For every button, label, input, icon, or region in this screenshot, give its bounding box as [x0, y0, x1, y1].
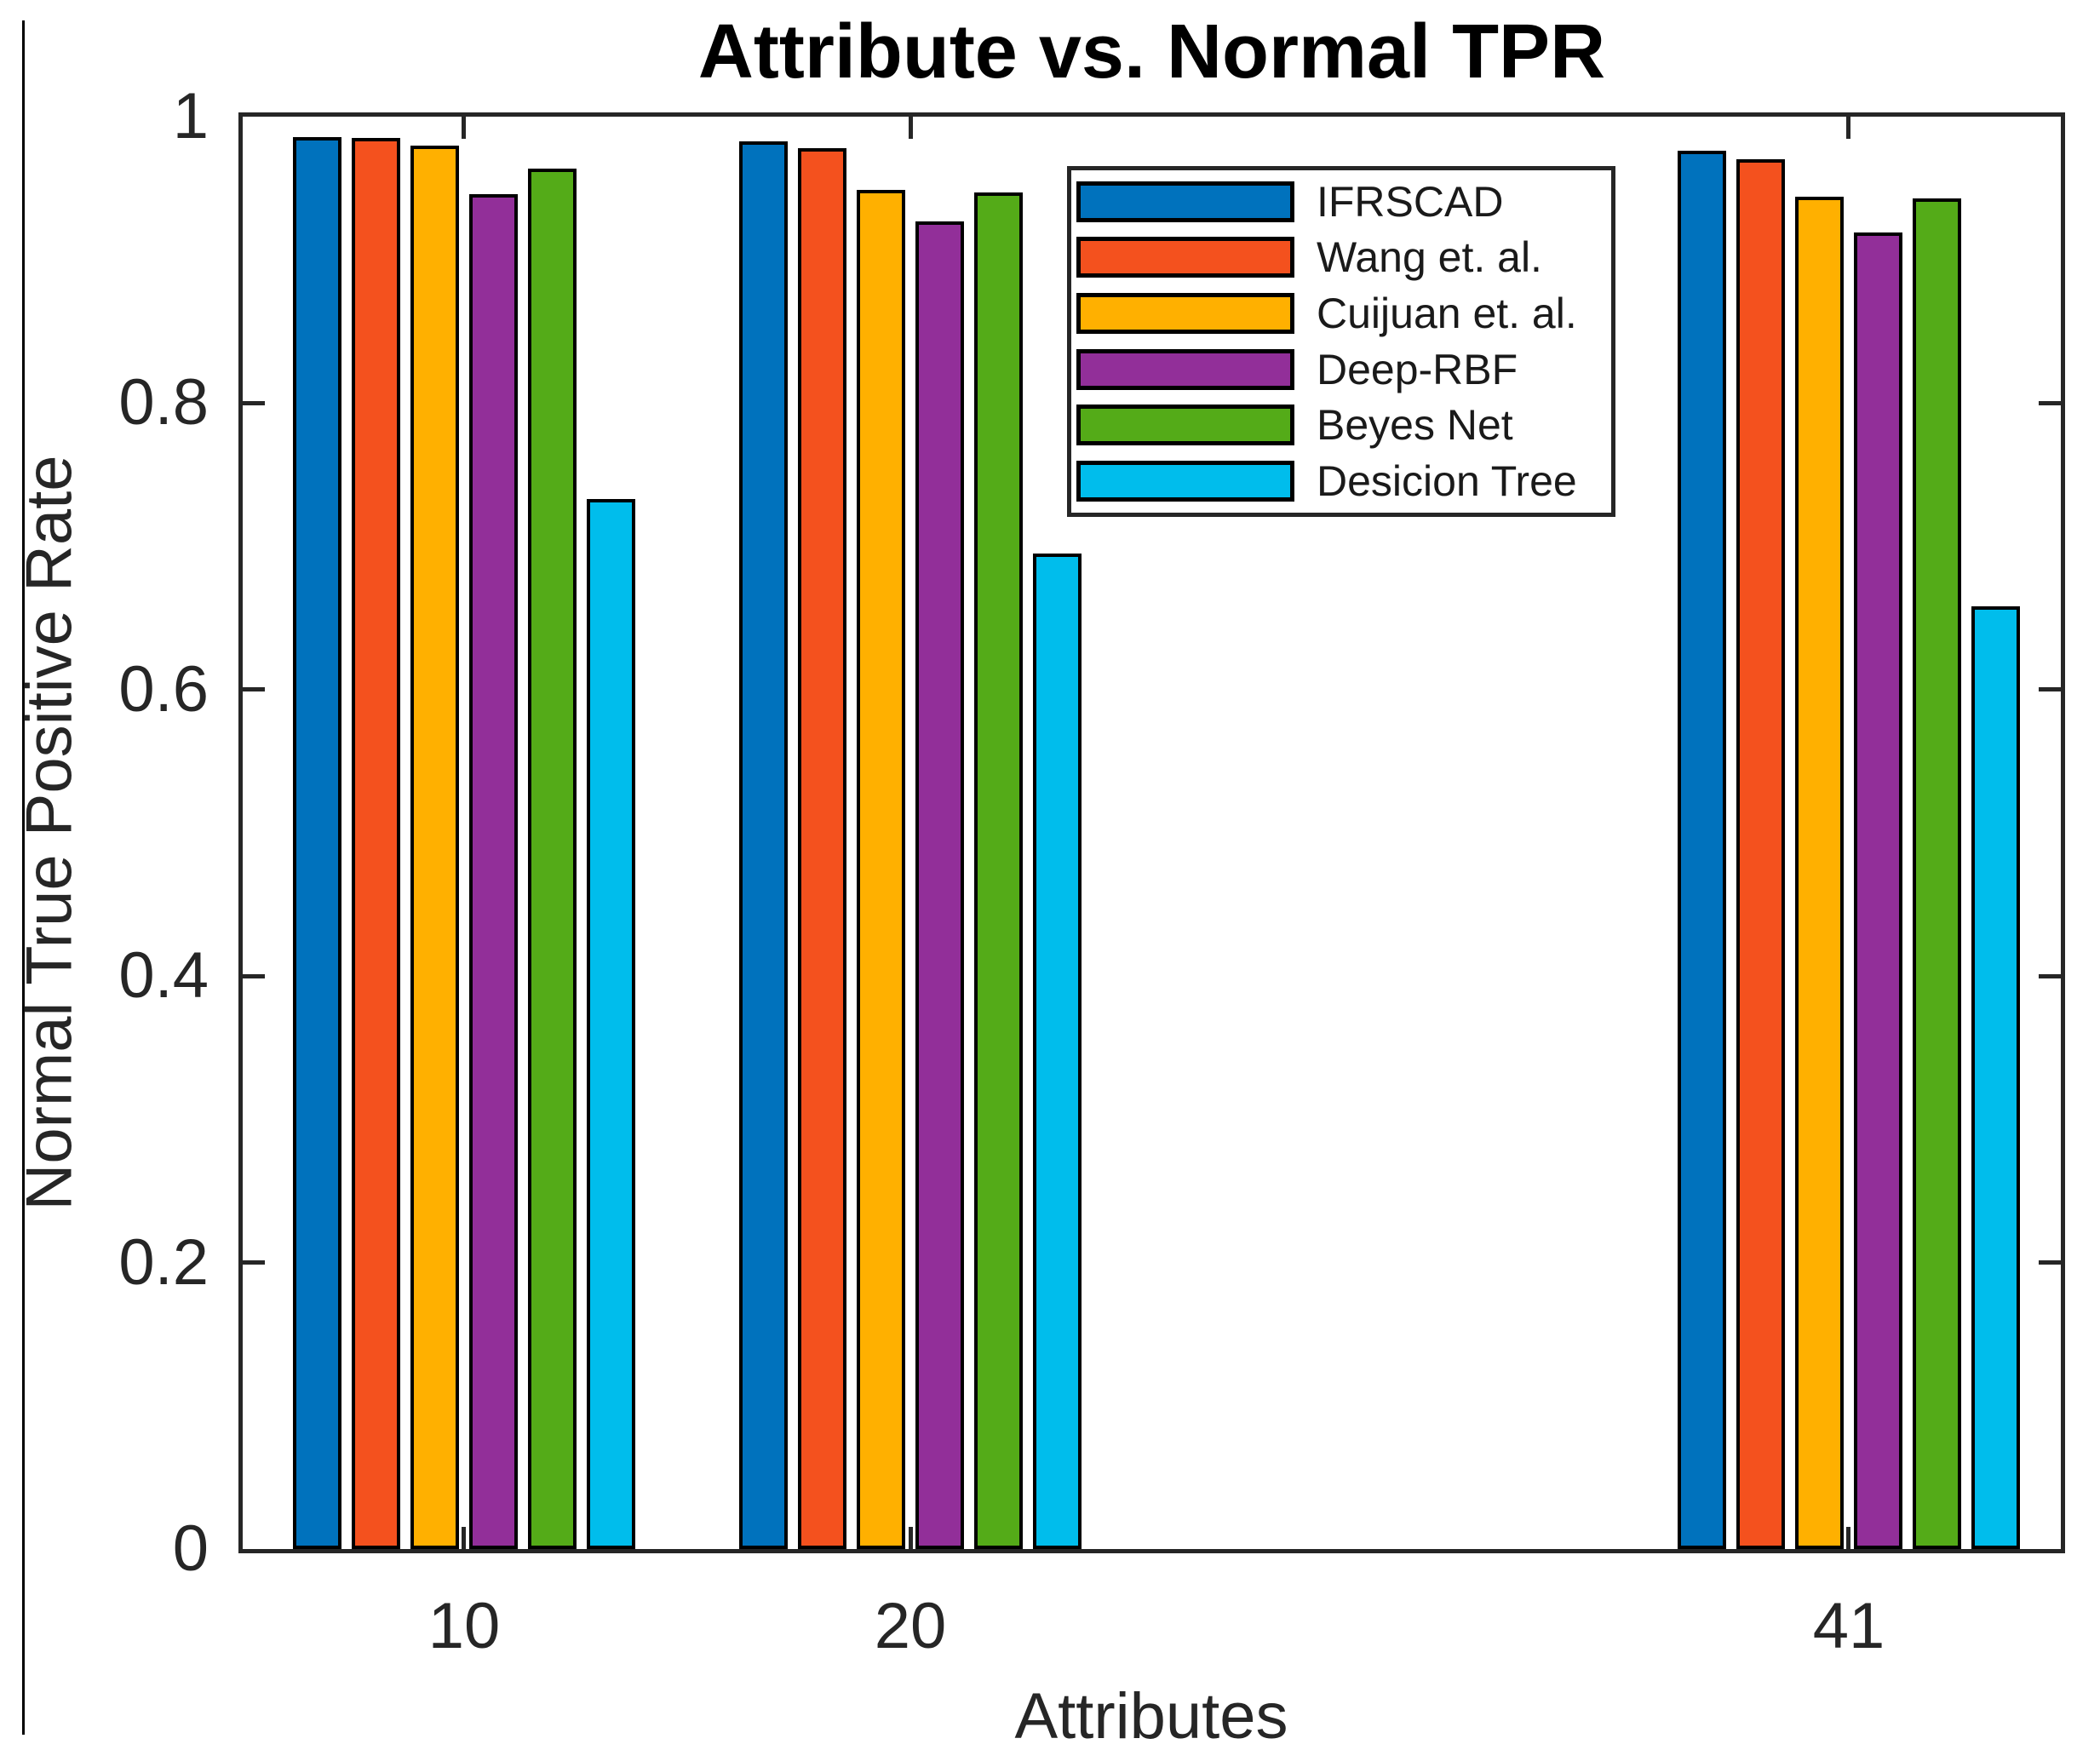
y-axis-label: Normal True Positive Rate [13, 455, 86, 1211]
legend-swatch-deep-rbf [1076, 348, 1294, 390]
bar-deep-rbf-x20 [915, 221, 964, 1549]
legend-row: Deep-RBF [1071, 343, 1611, 396]
legend-label: Deep-RBF [1317, 345, 1518, 393]
bar-beyes-net-x41 [1913, 198, 1961, 1549]
y-tick-mark-left [243, 687, 265, 691]
x-axis-label: Attributes [1014, 1680, 1288, 1750]
bar-cuijuan-et-al--x41 [1795, 197, 1844, 1549]
bar-desicion-tree-x41 [1971, 606, 2020, 1549]
legend-label: Beyes Net [1317, 401, 1513, 450]
y-tick-label: 0.4 [118, 939, 209, 1012]
bar-ifrscad-x20 [739, 141, 788, 1549]
bar-wang-et-al--x20 [798, 148, 846, 1549]
x-tick-label: 20 [874, 1590, 947, 1662]
x-tick-mark-top-20 [909, 117, 913, 139]
x-tick-mark-top-41 [1846, 117, 1850, 139]
legend-label: IFRSCAD [1317, 177, 1504, 226]
legend-label: Desicion Tree [1317, 457, 1577, 506]
y-tick-mark-left [243, 974, 265, 978]
bar-deep-rbf-x41 [1854, 232, 1902, 1549]
bar-wang-et-al--x10 [352, 138, 400, 1549]
x-tick-mark-bottom-41 [1846, 1527, 1850, 1549]
legend-swatch-wang-et-al- [1076, 237, 1294, 278]
bar-cuijuan-et-al--x20 [857, 190, 905, 1549]
bar-desicion-tree-x20 [1033, 554, 1082, 1549]
y-tick-mark-right [2039, 974, 2061, 978]
legend-label: Cuijuan et. al. [1317, 290, 1577, 338]
legend-row: Cuijuan et. al. [1071, 287, 1611, 340]
legend-row: IFRSCAD [1071, 175, 1611, 228]
legend-row: Wang et. al. [1071, 231, 1611, 284]
x-tick-label: 41 [1812, 1590, 1885, 1662]
page-left-rule [22, 20, 25, 1735]
x-tick-mark-top-10 [462, 117, 466, 139]
plot-area [238, 112, 2065, 1553]
x-tick-mark-bottom-10 [462, 1527, 466, 1549]
y-tick-mark-right [2039, 1260, 2061, 1265]
y-tick-label: 0.8 [118, 366, 209, 439]
bar-beyes-net-x20 [974, 192, 1023, 1549]
y-tick-mark-right [2039, 687, 2061, 691]
bar-beyes-net-x10 [528, 169, 577, 1549]
legend-swatch-cuijuan-et-al- [1076, 293, 1294, 335]
bar-deep-rbf-x10 [469, 194, 518, 1549]
y-tick-label: 1 [172, 80, 209, 152]
y-tick-label: 0 [172, 1512, 209, 1585]
y-tick-label: 0.2 [118, 1226, 209, 1299]
bar-ifrscad-x10 [293, 137, 341, 1549]
y-tick-mark-left [243, 401, 265, 405]
bar-cuijuan-et-al--x10 [410, 146, 459, 1549]
legend-row: Desicion Tree [1071, 455, 1611, 508]
x-tick-label: 10 [427, 1590, 501, 1662]
legend-swatch-ifrscad [1076, 181, 1294, 222]
bar-ifrscad-x41 [1678, 151, 1726, 1549]
bar-desicion-tree-x10 [587, 499, 635, 1549]
x-tick-mark-bottom-20 [909, 1527, 913, 1549]
y-tick-mark-right [2039, 401, 2061, 405]
legend-swatch-desicion-tree [1076, 461, 1294, 502]
chart-title: Attribute vs. Normal TPR [697, 9, 1606, 95]
bar-wang-et-al--x41 [1736, 159, 1785, 1549]
legend-row: Beyes Net [1071, 399, 1611, 451]
y-tick-mark-left [243, 1260, 265, 1265]
y-tick-label: 0.6 [118, 653, 209, 726]
legend-box: IFRSCAD Wang et. al. Cuijuan et. al. Deep-R… [1067, 166, 1615, 517]
legend-swatch-beyes-net [1076, 405, 1294, 446]
legend-label: Wang et. al. [1317, 233, 1542, 282]
